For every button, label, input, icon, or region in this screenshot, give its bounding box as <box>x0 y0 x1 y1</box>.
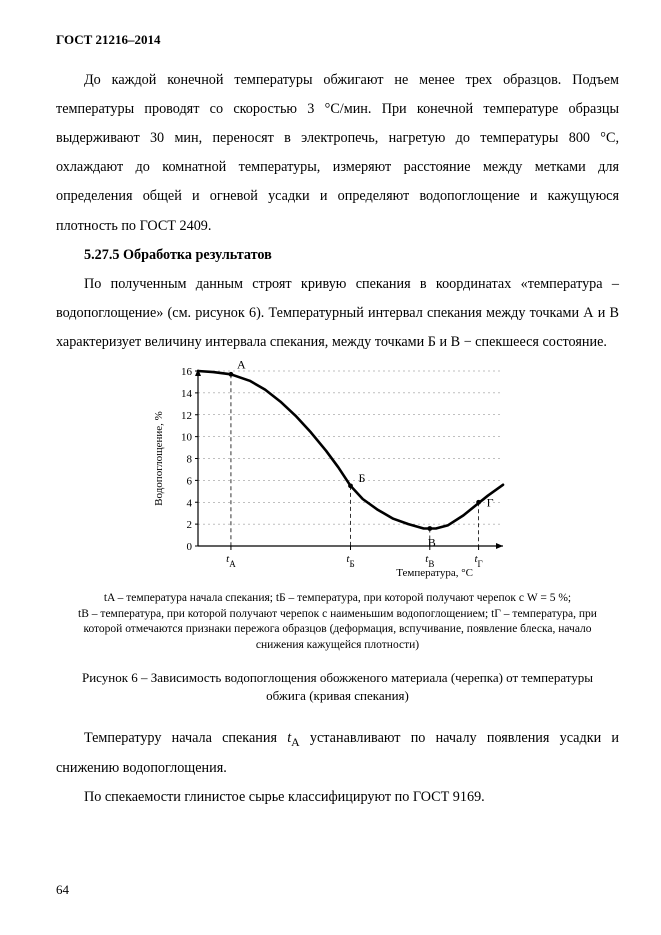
svg-text:Температура, °С: Температура, °С <box>396 567 473 579</box>
svg-text:6: 6 <box>186 475 192 487</box>
svg-text:А: А <box>236 361 245 371</box>
paragraph-3: Температуру начала спекания tA устанавли… <box>56 724 619 783</box>
svg-text:4: 4 <box>186 497 192 509</box>
svg-text:0: 0 <box>186 541 192 553</box>
svg-text:В: В <box>427 536 435 550</box>
svg-text:14: 14 <box>181 388 193 400</box>
para3-a: Температуру начала спекания <box>84 730 287 746</box>
svg-text:12: 12 <box>181 410 192 422</box>
sintering-curve-chart: 0246810121416tАtБtВtГАБВГВодопоглощение,… <box>138 361 538 581</box>
svg-text:tБ: tБ <box>346 553 354 569</box>
paragraph-4: По спекаемости глинистое сырье классифиц… <box>56 783 619 812</box>
svg-text:8: 8 <box>186 454 192 466</box>
svg-text:tГ: tГ <box>474 553 482 569</box>
svg-text:Б: Б <box>358 471 365 485</box>
chart-legend: tA – температура начала спекания; tБ – т… <box>66 591 609 653</box>
legend-line-1: tA – температура начала спекания; tБ – т… <box>104 592 571 604</box>
page-number: 64 <box>56 882 619 898</box>
svg-text:Г: Г <box>486 495 493 509</box>
paragraph-2: По полученным данным строят кривую спека… <box>56 270 619 357</box>
svg-text:10: 10 <box>181 432 193 444</box>
chart-caption: Рисунок 6 – Зависимость водопоглощения о… <box>66 669 609 705</box>
svg-text:16: 16 <box>181 366 193 378</box>
legend-line-2: tВ – температура, при которой получают ч… <box>78 608 597 651</box>
svg-text:tА: tА <box>226 553 236 569</box>
doc-header: ГОСТ 21216–2014 <box>56 32 619 48</box>
section-title: 5.27.5 Обработка результатов <box>56 241 619 270</box>
svg-text:2: 2 <box>186 519 192 531</box>
paragraph-1: До каждой конечной температуры обжигают … <box>56 66 619 241</box>
svg-text:Водопоглощение, %: Водопоглощение, % <box>153 411 165 506</box>
